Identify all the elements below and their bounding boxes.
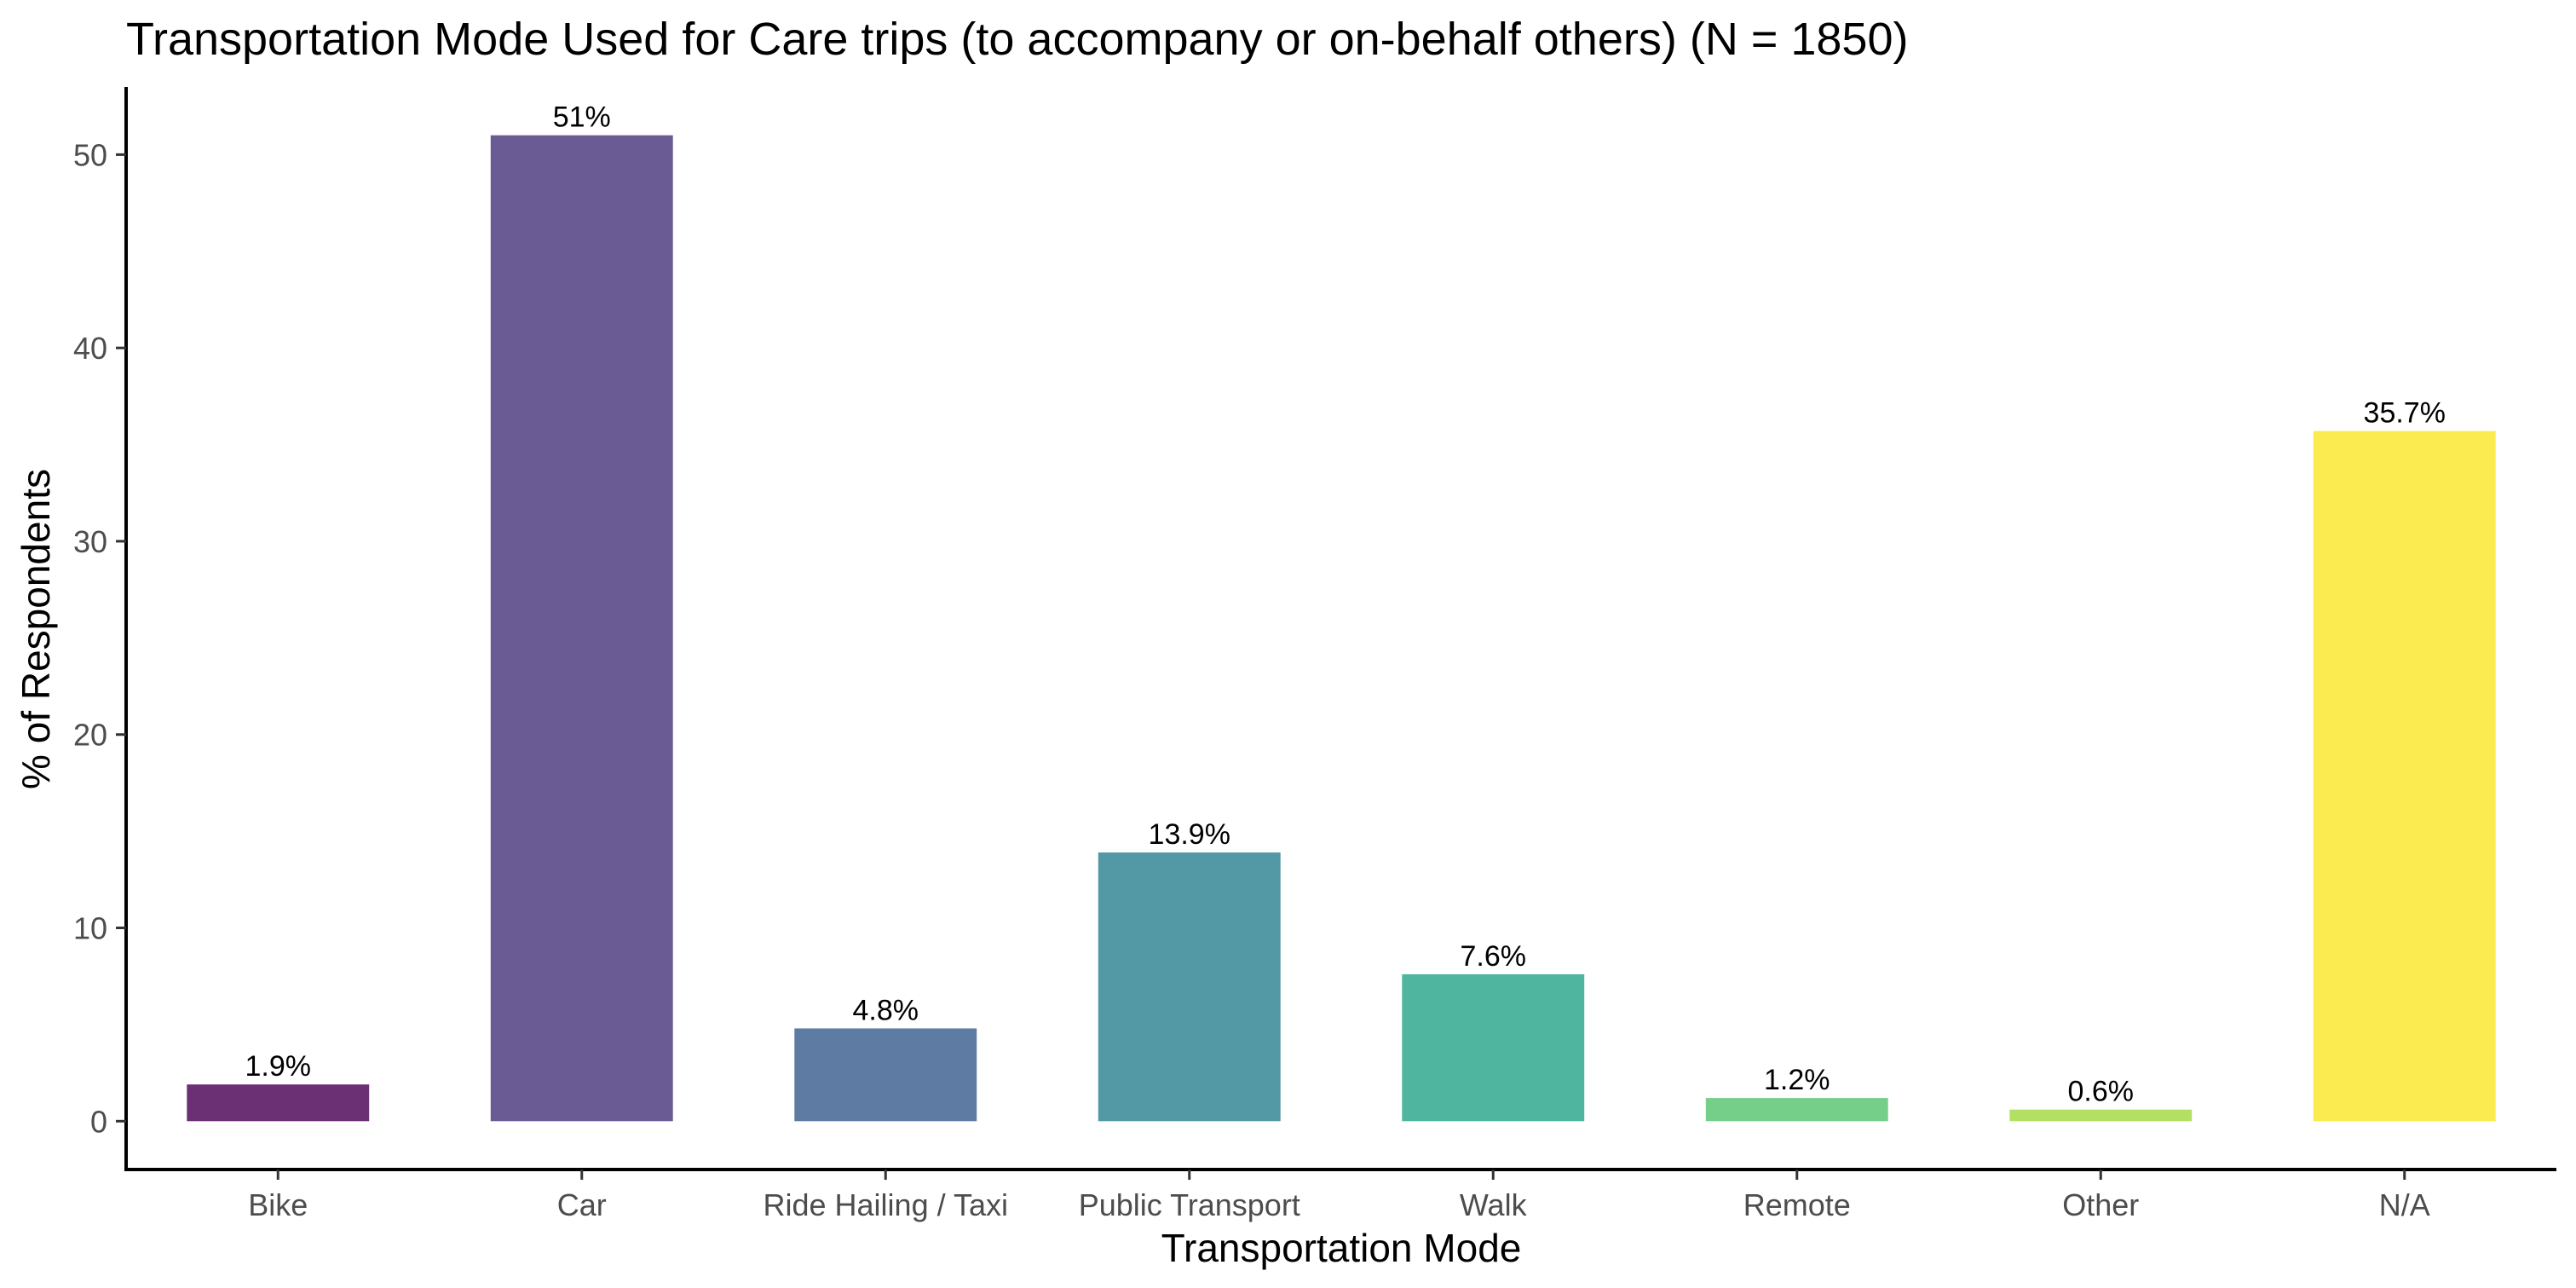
data-label-ride-hailing-taxi: 4.8% xyxy=(853,994,919,1026)
bar-bike xyxy=(187,1084,370,1122)
data-label-car: 51% xyxy=(553,101,611,134)
x-axis-title: Transportation Mode xyxy=(1161,1226,1522,1270)
x-tick-label-walk: Walk xyxy=(1460,1187,1528,1222)
data-label-walk: 7.6% xyxy=(1461,940,1527,973)
x-tick-label-remote: Remote xyxy=(1743,1187,1851,1222)
x-tick-label-public-transport: Public Transport xyxy=(1079,1187,1300,1222)
data-label-remote: 1.2% xyxy=(1764,1064,1830,1096)
data-label-public-transport: 13.9% xyxy=(1149,818,1230,851)
data-label-other: 0.6% xyxy=(2068,1076,2135,1108)
y-tick-label-30: 30 xyxy=(73,524,107,559)
data-label-bike: 1.9% xyxy=(245,1050,312,1083)
bar-walk xyxy=(1402,973,1585,1122)
x-tick-label-car: Car xyxy=(557,1187,607,1222)
bar-n-a xyxy=(2313,430,2496,1122)
y-tick-label-50: 50 xyxy=(73,137,107,172)
bars-group xyxy=(187,135,2496,1122)
bar-car xyxy=(490,135,673,1122)
x-tick-label-n-a: N/A xyxy=(2379,1187,2430,1222)
x-ticks-group: Bike Car Ride Hailing / Taxi Public Transpo… xyxy=(248,1170,2430,1222)
bar-ride-hailing-taxi xyxy=(794,1028,977,1122)
data-labels-group: 1.9% 51% 4.8% 13.9% 7.6% 1.2% 0.6% 35.7% xyxy=(245,101,2446,1108)
data-label-n-a: 35.7% xyxy=(2364,397,2446,430)
y-tick-label-0: 0 xyxy=(90,1104,107,1139)
bar-remote xyxy=(1705,1098,1888,1122)
y-tick-label-10: 10 xyxy=(73,911,107,946)
x-tick-label-other: Other xyxy=(2062,1187,2139,1222)
chart-title: Transportation Mode Used for Care trips … xyxy=(126,14,1908,65)
y-tick-label-40: 40 xyxy=(73,331,107,366)
x-tick-label-bike: Bike xyxy=(248,1187,308,1222)
bar-public-transport xyxy=(1098,852,1281,1122)
bar-other xyxy=(2009,1109,2193,1122)
y-tick-label-20: 20 xyxy=(73,718,107,753)
y-ticks-group: 0 10 20 30 40 50 xyxy=(73,137,126,1139)
x-tick-label-ride-hailing-taxi: Ride Hailing / Taxi xyxy=(764,1187,1008,1222)
y-axis-title: % of Respondents xyxy=(14,469,58,789)
